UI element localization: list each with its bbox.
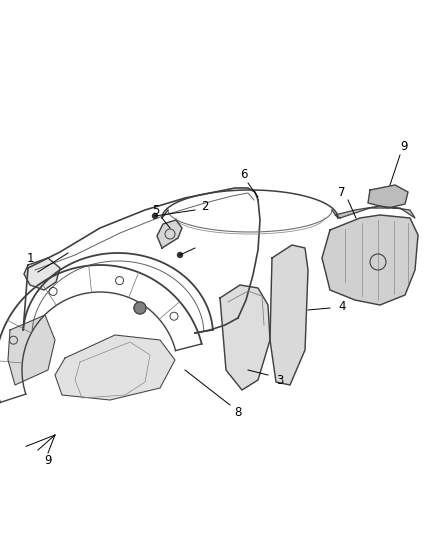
Text: 7: 7 <box>338 185 346 198</box>
Circle shape <box>177 253 183 257</box>
Text: 5: 5 <box>152 204 160 216</box>
Circle shape <box>152 214 158 219</box>
Polygon shape <box>24 258 60 290</box>
Text: 2: 2 <box>201 200 209 214</box>
Text: 9: 9 <box>400 140 408 152</box>
Polygon shape <box>270 245 308 385</box>
Polygon shape <box>368 185 408 208</box>
Circle shape <box>134 302 146 314</box>
Polygon shape <box>55 335 175 400</box>
Text: 6: 6 <box>240 168 248 182</box>
Polygon shape <box>8 315 55 385</box>
Text: 3: 3 <box>276 374 284 386</box>
Polygon shape <box>322 215 418 305</box>
Text: 1: 1 <box>26 252 34 264</box>
Polygon shape <box>335 206 415 218</box>
Text: 9: 9 <box>44 454 52 466</box>
Text: 4: 4 <box>338 300 346 312</box>
Polygon shape <box>220 285 270 390</box>
Polygon shape <box>157 220 182 248</box>
Text: 8: 8 <box>234 407 242 419</box>
